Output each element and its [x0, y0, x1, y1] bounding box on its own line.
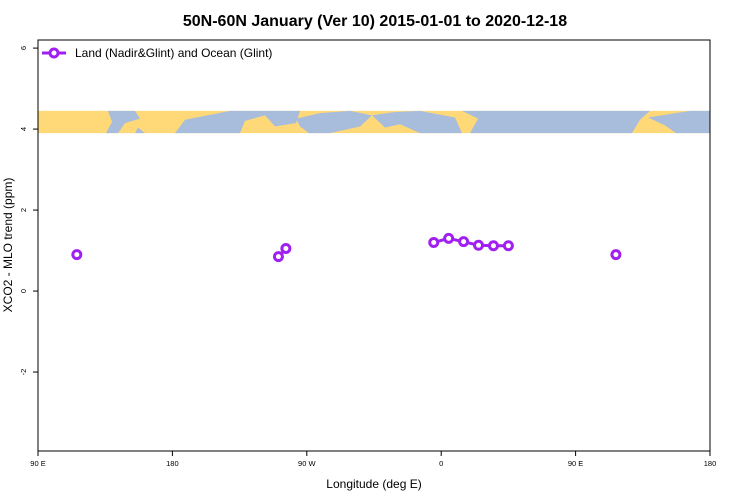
series-layer — [71, 232, 622, 263]
x-tick-label: 0 — [439, 459, 443, 468]
x-axis: 90 E 180 90 W 0 90 E 180 — [30, 451, 716, 468]
map-ocean-region — [372, 110, 462, 134]
x-tick-label: 90 W — [298, 459, 316, 468]
y-tick-label: 4 — [19, 127, 28, 131]
data-point — [473, 239, 485, 251]
map-ocean-region — [462, 110, 650, 134]
y-tick-label: -2 — [19, 369, 28, 376]
y-tick-label: 0 — [19, 289, 28, 293]
x-tick-label: 90 E — [568, 459, 583, 468]
x-axis-label: Longitude (deg E) — [326, 477, 421, 491]
y-tick-label: 2 — [19, 208, 28, 212]
map-ocean-region — [296, 110, 372, 134]
data-point — [272, 251, 284, 263]
map-ocean-region — [106, 110, 140, 134]
data-point — [502, 240, 514, 252]
x-tick-label: 180 — [704, 459, 717, 468]
x-tick-label: 180 — [166, 459, 179, 468]
data-point — [443, 232, 455, 244]
y-axis-label: XCO2 - MLO trend (ppm) — [1, 178, 15, 313]
data-point — [487, 240, 499, 252]
data-point — [458, 236, 470, 248]
legend-entry: Land (Nadir&Glint) and Ocean (Glint) — [75, 46, 272, 60]
plot-frame — [37, 39, 711, 452]
y-tick-label: 6 — [19, 46, 28, 50]
data-point — [280, 243, 292, 255]
chart-title: 50N-60N January (Ver 10) 2015-01-01 to 2… — [183, 13, 567, 30]
legend-marker — [48, 47, 60, 59]
map-ocean-region — [135, 110, 300, 134]
x-tick-label: 90 E — [30, 459, 45, 468]
data-point — [71, 249, 83, 261]
y-axis: -2 0 2 4 6 — [19, 46, 38, 375]
legend: Land (Nadir&Glint) and Ocean (Glint) — [42, 46, 272, 60]
map-ocean-region — [648, 110, 710, 134]
data-point — [428, 236, 440, 248]
world-map-strip — [38, 110, 710, 134]
data-point — [610, 249, 622, 261]
